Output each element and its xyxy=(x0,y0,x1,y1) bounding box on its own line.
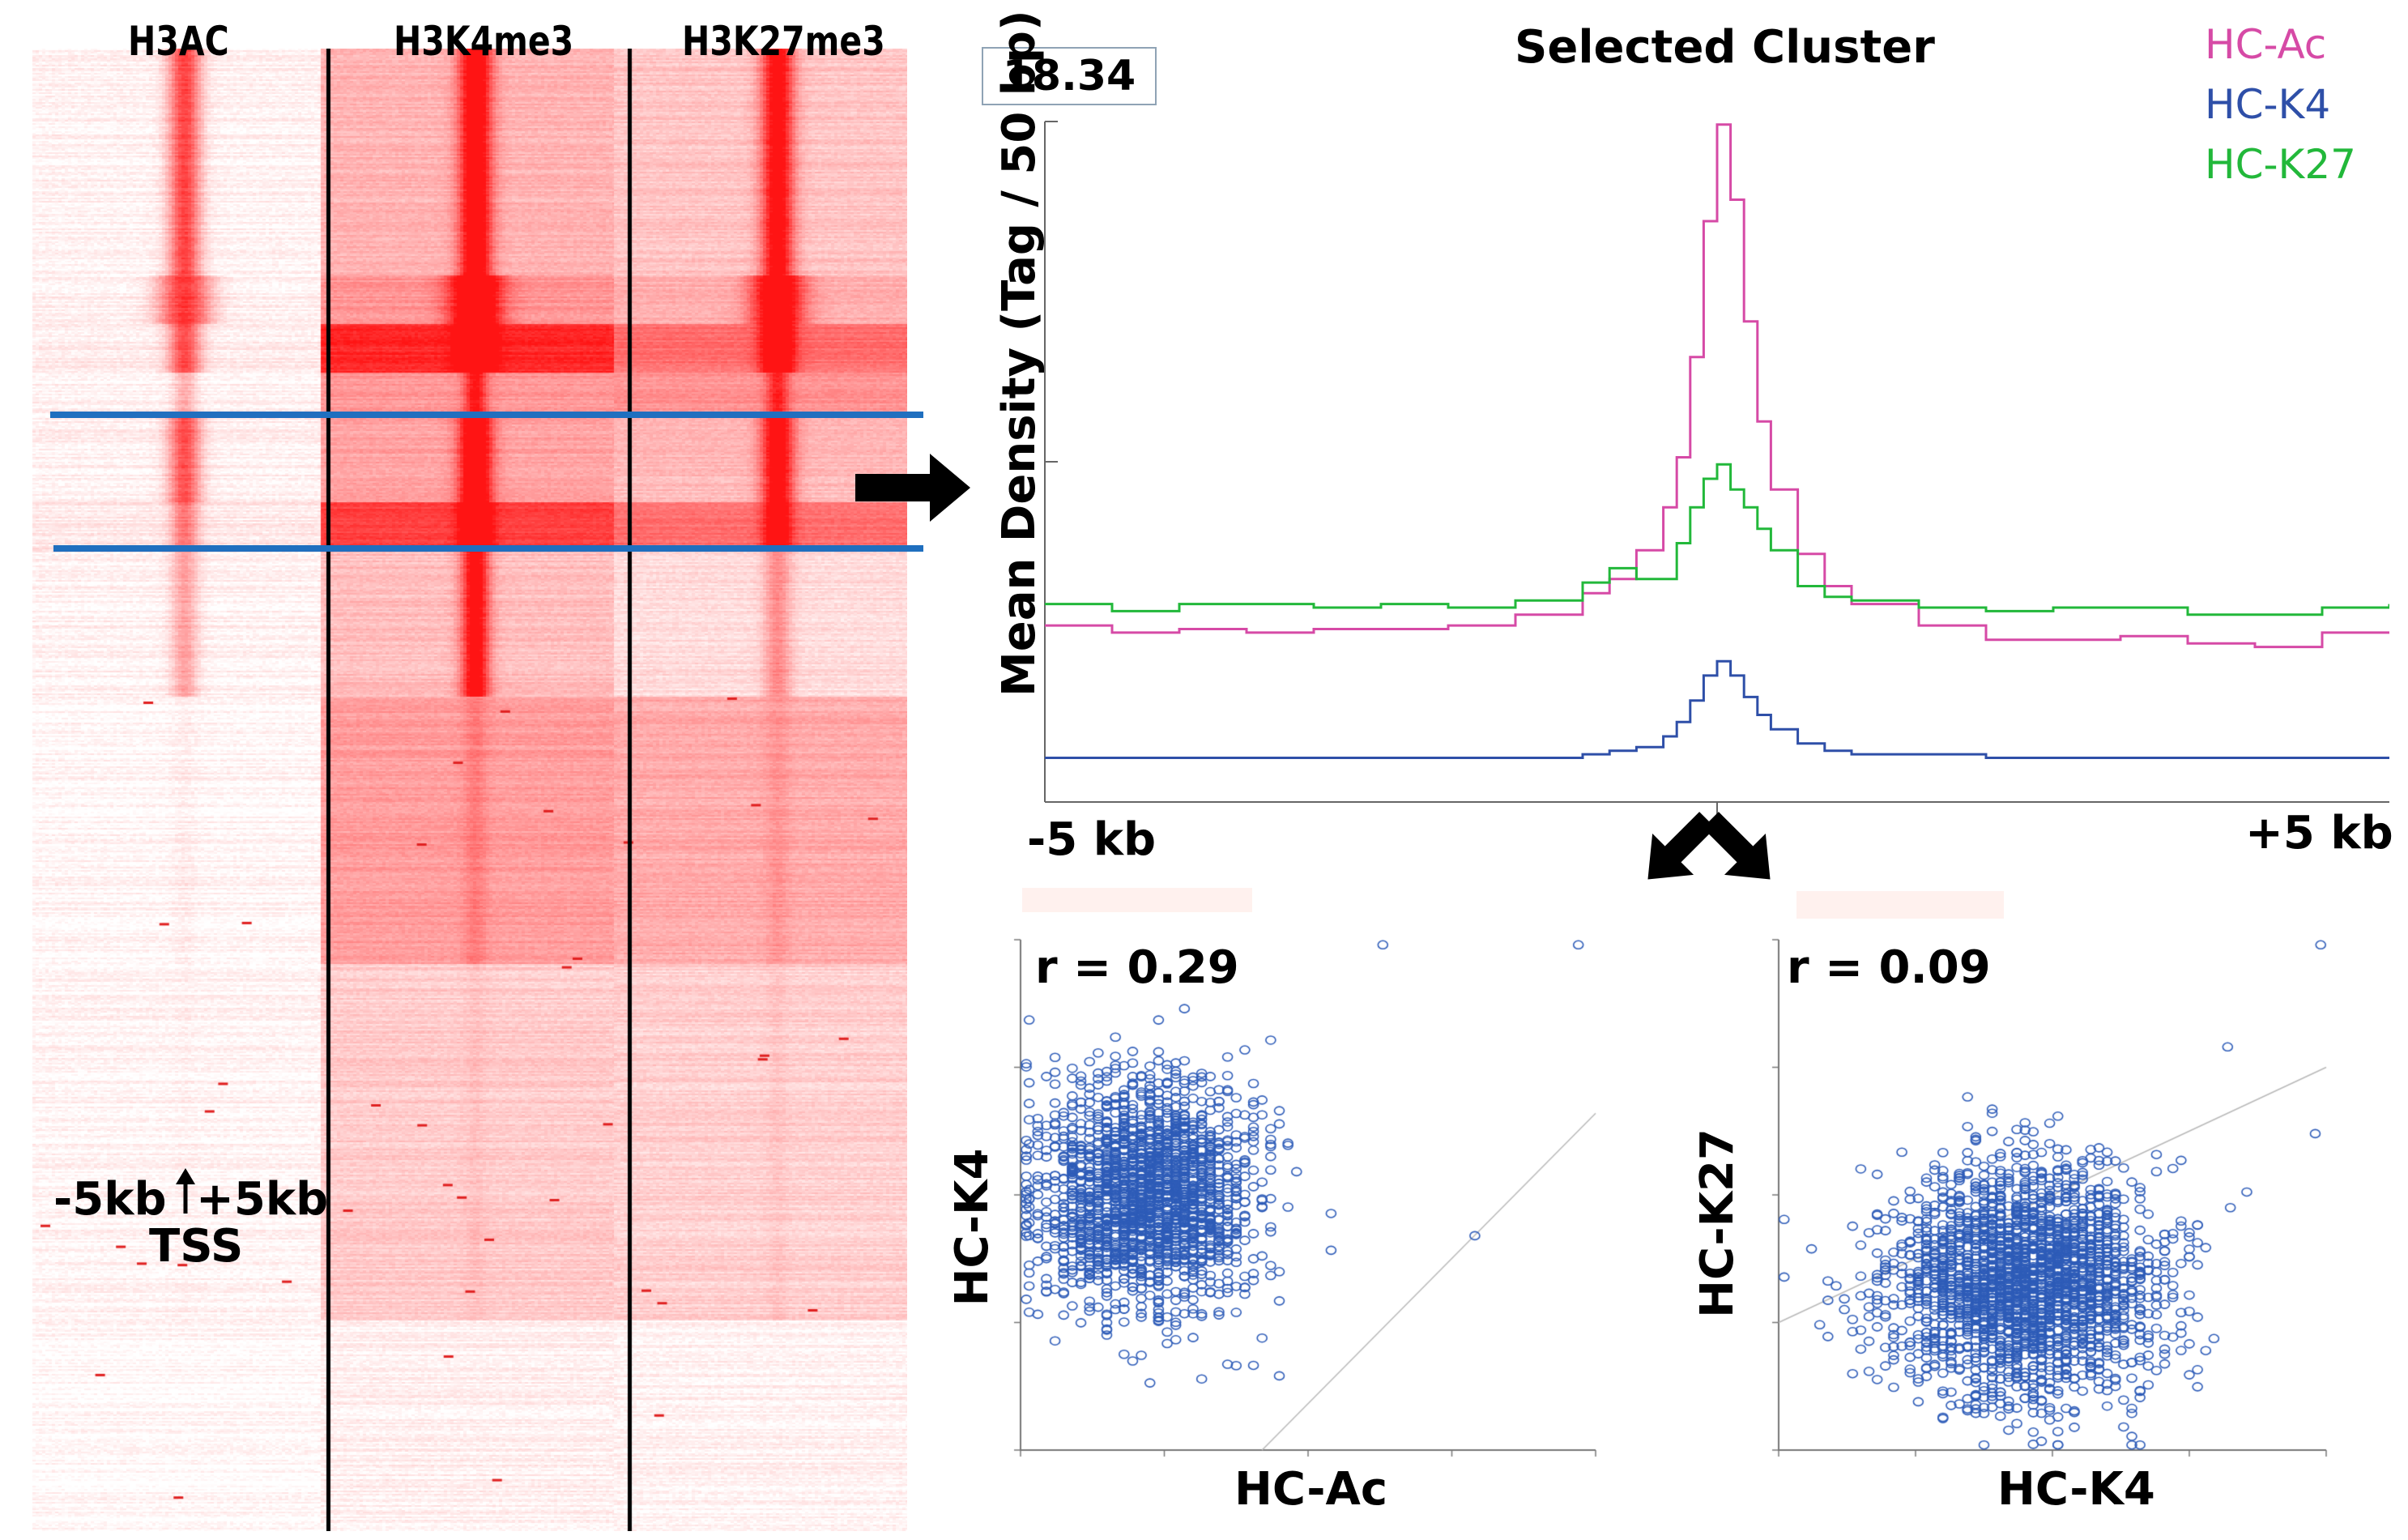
profile-x-tick-max: +5 kb xyxy=(2245,807,2393,860)
right-arrow-icon xyxy=(855,454,970,522)
scatter-right-y-label: HC-K27 xyxy=(1691,1128,1744,1318)
tss-label: TSS xyxy=(149,1220,244,1273)
scatter-plot-hc-k4-vs-hc-k27 xyxy=(1759,924,2342,1458)
profile-series-hc-k4 xyxy=(1045,659,2389,759)
scatter-left-r-value: r = 0.29 xyxy=(1035,941,1239,994)
profile-series-hc-k27 xyxy=(1045,463,2389,616)
scatter-right-r-value: r = 0.09 xyxy=(1787,941,1991,994)
tss-up-arrow-icon xyxy=(176,1168,195,1214)
heatmap-column-h3k27me3: H3K27me3 xyxy=(682,18,885,65)
heatmap-image xyxy=(0,49,907,1531)
scatter-right-faint-bar xyxy=(1796,891,2004,919)
tss-minus-label: -5kb xyxy=(53,1173,167,1226)
legend-hc-k27: HC-K27 xyxy=(2205,141,2356,188)
split-arrows-icon xyxy=(1647,812,1771,880)
tss-annotation: -5kb +5kb TSS xyxy=(53,1168,328,1295)
legend-hc-ac: HC-Ac xyxy=(2205,21,2327,68)
profile-title: Selected Cluster xyxy=(1515,21,1935,74)
scatter-right-x-label: HC-K4 xyxy=(1997,1463,2155,1516)
legend-hc-k4: HC-K4 xyxy=(2205,81,2331,128)
heatmap-column-h3ac: H3AC xyxy=(128,18,229,65)
profile-x-tick-min: -5 kb xyxy=(1027,813,1157,866)
scatter-left-faint-bar xyxy=(1022,888,1252,912)
profile-plot xyxy=(1044,121,2389,817)
tss-plus-label: +5kb xyxy=(196,1173,329,1226)
profile-series-hc-ac xyxy=(1045,123,2389,649)
cluster-selection-overlay xyxy=(50,412,970,552)
scatter-plot-hc-ac-vs-hc-k4 xyxy=(996,924,1628,1458)
scatter-left-y-label: HC-K4 xyxy=(946,1148,999,1307)
max-value-box: 18.34 xyxy=(982,47,1157,105)
max-value-label: 18.34 xyxy=(1002,52,1136,100)
heatmap-column-h3k4me3: H3K4me3 xyxy=(394,18,574,65)
scatter-left-x-label: HC-Ac xyxy=(1234,1463,1388,1516)
